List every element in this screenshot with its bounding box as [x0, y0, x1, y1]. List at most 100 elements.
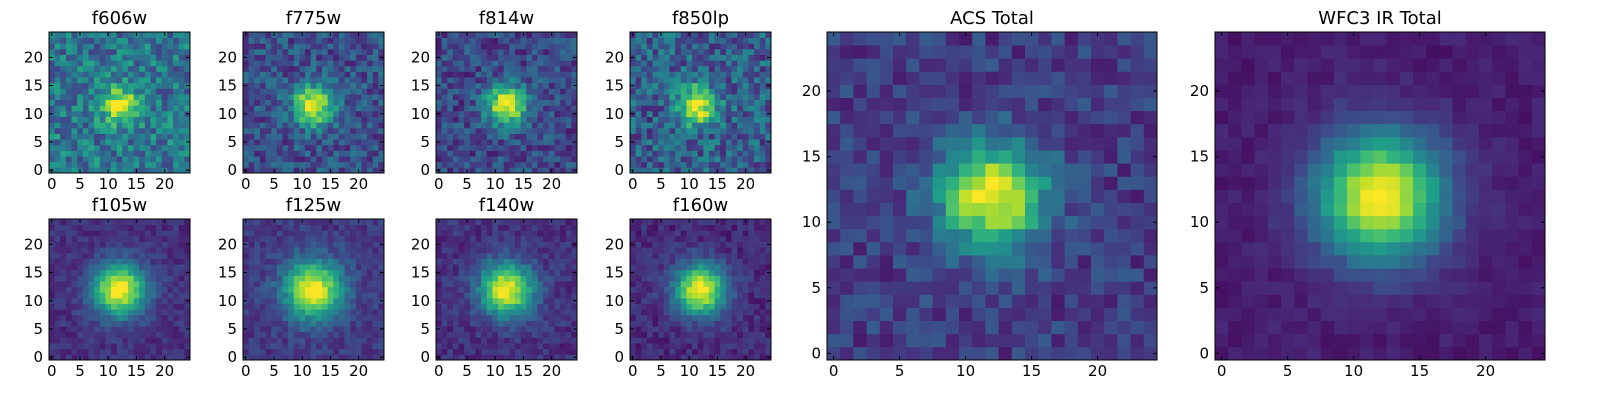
heatmap-cell — [560, 99, 567, 106]
heatmap-cell — [720, 354, 727, 361]
heatmap-cell — [161, 133, 168, 140]
heatmap-cell — [282, 110, 289, 117]
heatmap-cell — [71, 235, 78, 242]
heatmap-cell — [635, 43, 642, 50]
heatmap-cell — [327, 116, 334, 123]
heatmap-cell — [127, 77, 134, 84]
heatmap-cell — [692, 43, 699, 50]
heatmap-cell — [492, 286, 499, 293]
heatmap-cell — [99, 156, 106, 163]
heatmap-cell — [526, 122, 533, 129]
heatmap-cell — [299, 37, 306, 44]
heatmap-cell — [503, 241, 510, 248]
heatmap-cell — [305, 65, 312, 72]
heatmap-cell — [361, 348, 368, 355]
x-tick-label: 5 — [462, 362, 472, 380]
heatmap-cell — [765, 348, 772, 355]
y-tick-label: 10 — [411, 105, 430, 123]
heatmap-cell — [122, 252, 129, 259]
heatmap-cell — [742, 82, 749, 89]
heatmap-cell — [703, 144, 710, 151]
heatmap-cell — [321, 224, 328, 231]
heatmap-cell — [548, 133, 555, 140]
heatmap-cell — [754, 127, 761, 134]
heatmap-cell — [350, 241, 357, 248]
panel-title: f160w — [673, 195, 728, 216]
heatmap-cell — [355, 122, 362, 129]
heatmap-cell — [111, 32, 118, 39]
heatmap-cell — [82, 354, 89, 361]
heatmap-cell — [543, 144, 550, 151]
heatmap-cell — [77, 343, 84, 350]
heatmap-cell — [327, 258, 334, 265]
heatmap-cell — [293, 354, 300, 361]
heatmap-cell — [150, 297, 157, 304]
heatmap-cell — [759, 281, 766, 288]
heatmap-cell — [367, 94, 374, 101]
heatmap-cell — [498, 37, 505, 44]
heatmap-cell — [178, 258, 185, 265]
heatmap-cell — [692, 292, 699, 299]
heatmap-cell — [111, 150, 118, 157]
heatmap-cell — [71, 354, 78, 361]
heatmap-cell — [543, 303, 550, 310]
heatmap-cell — [514, 43, 521, 50]
heatmap-cell — [548, 258, 555, 265]
heatmap-cell — [526, 337, 533, 344]
heatmap-cell — [150, 235, 157, 242]
heatmap-cell — [77, 348, 84, 355]
heatmap-cell — [520, 43, 527, 50]
heatmap-cell — [150, 326, 157, 333]
heatmap-cell — [316, 139, 323, 146]
heatmap-cell — [475, 139, 482, 146]
heatmap-cell — [675, 82, 682, 89]
heatmap-cell — [60, 110, 67, 117]
heatmap-cell — [150, 303, 157, 310]
heatmap-cell — [243, 161, 250, 168]
heatmap-cell — [447, 269, 454, 276]
heatmap-cell — [675, 127, 682, 134]
heatmap-cell — [271, 127, 278, 134]
heatmap-cell — [737, 82, 744, 89]
heatmap-cell — [469, 122, 476, 129]
heatmap-cell — [748, 144, 755, 151]
heatmap-cell — [94, 156, 101, 163]
heatmap-cell — [554, 139, 561, 146]
heatmap-cell — [333, 88, 340, 95]
heatmap-cell — [765, 88, 772, 95]
heatmap-cell — [305, 54, 312, 61]
heatmap-cell — [759, 331, 766, 338]
heatmap-cell — [94, 32, 101, 39]
heatmap-cell — [548, 122, 555, 129]
heatmap-cell — [469, 320, 476, 327]
heatmap-cell — [475, 37, 482, 44]
heatmap-cell — [498, 65, 505, 72]
heatmap-cell — [54, 314, 61, 321]
heatmap-cell — [167, 48, 174, 55]
heatmap-cell — [548, 297, 555, 304]
heatmap-cell — [498, 60, 505, 67]
heatmap-cell — [481, 331, 488, 338]
heatmap-cell — [630, 71, 637, 78]
heatmap-cell — [254, 144, 261, 151]
heatmap-cell — [537, 309, 544, 316]
heatmap-cell — [754, 82, 761, 89]
heatmap-cell — [60, 337, 67, 344]
heatmap-cell — [669, 286, 676, 293]
heatmap-cell — [271, 156, 278, 163]
heatmap-cell — [759, 133, 766, 140]
heatmap-cell — [305, 337, 312, 344]
heatmap-cell — [372, 252, 379, 259]
heatmap-cell — [464, 297, 471, 304]
heatmap-cell — [436, 105, 443, 112]
heatmap-cell — [372, 309, 379, 316]
heatmap-cell — [248, 150, 255, 157]
heatmap-cell — [703, 110, 710, 117]
heatmap-cell — [361, 258, 368, 265]
heatmap-cell — [82, 337, 89, 344]
heatmap-cell — [486, 354, 493, 361]
heatmap-cell — [537, 43, 544, 50]
heatmap-cell — [173, 337, 180, 344]
heatmap-cell — [509, 139, 516, 146]
heatmap-cell — [652, 281, 659, 288]
